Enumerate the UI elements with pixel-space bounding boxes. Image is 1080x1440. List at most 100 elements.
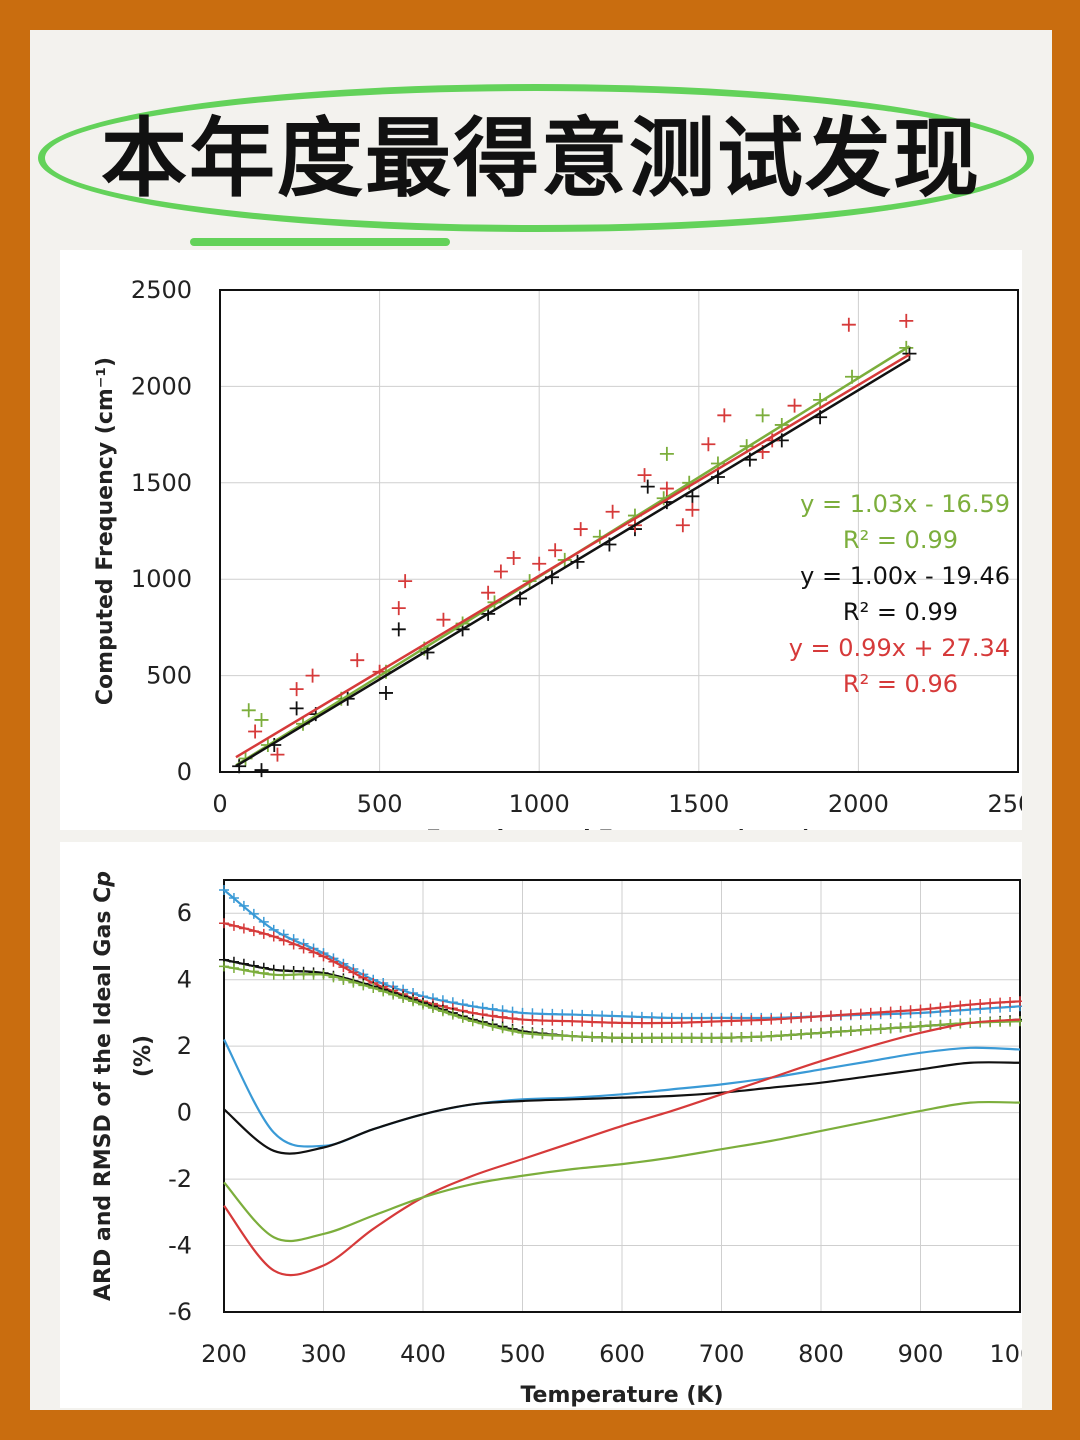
rmsd-marker <box>437 1006 448 1017</box>
rmsd-marker <box>865 1024 876 1035</box>
rmsd-marker <box>835 1009 846 1020</box>
rmsd-marker <box>378 986 389 997</box>
rmsd-marker <box>756 1031 767 1042</box>
rmsd-marker <box>656 1017 667 1028</box>
x-tick-label: 1000 <box>509 790 570 818</box>
scatter-point <box>659 481 674 496</box>
rmsd-marker <box>835 1026 846 1037</box>
scatter-point <box>532 556 547 571</box>
rmsd-marker <box>646 1032 657 1043</box>
heat-capacity-line-chart: 200 300 400 500 600 700 800 900 1000 -6 -4 -2 0 2 4 6 Te… <box>91 871 1051 1408</box>
rmsd-marker <box>507 1025 518 1036</box>
x-tick-label: 600 <box>599 1340 645 1368</box>
title-underline <box>190 238 450 246</box>
y-tick-label: 1500 <box>131 469 192 497</box>
rmsd-marker <box>368 983 379 993</box>
scatter-point <box>481 585 496 600</box>
rmsd-marker <box>696 1032 707 1043</box>
rmsd-marker <box>736 1015 747 1026</box>
rmsd-marker <box>557 1030 568 1041</box>
rmsd-marker <box>885 1006 896 1017</box>
rmsd-marker <box>219 961 229 972</box>
rmsd-marker <box>766 1031 777 1042</box>
y-tick-label: 2 <box>177 1032 192 1060</box>
rmsd-marker <box>328 956 339 967</box>
rmsd-marker <box>427 1002 438 1013</box>
rmsd-marker <box>258 916 269 927</box>
x-tick-label: 1000 <box>989 1340 1022 1368</box>
y-tick-label: -4 <box>168 1232 192 1260</box>
rmsd-marker <box>905 1021 916 1032</box>
rmsd-marker <box>945 1001 956 1012</box>
x-tick-label: 2000 <box>828 790 889 818</box>
rmsd-marker <box>348 977 359 988</box>
rmsd-marker <box>557 1015 568 1026</box>
rmsd-marker <box>398 992 409 1003</box>
rmsd-marker <box>806 1028 817 1039</box>
x-tick-label: 2500 <box>987 790 1022 818</box>
y-tick-label: 6 <box>177 899 192 927</box>
rmsd-marker <box>258 968 269 979</box>
rmsd-marker <box>626 1017 637 1028</box>
rmsd-marker <box>726 1032 737 1043</box>
rmsd-marker <box>577 1031 588 1042</box>
x-tick-label: 900 <box>898 1340 944 1368</box>
rmsd-marker <box>885 1023 896 1034</box>
rmsd-marker <box>925 1020 936 1031</box>
rmsd-marker <box>746 1015 757 1026</box>
rmsd-marker <box>527 1014 538 1025</box>
rmsd-marker <box>457 1012 468 1023</box>
rmsd-marker <box>278 935 289 946</box>
rmsd-marker <box>686 1017 697 1028</box>
rmsd-marker <box>537 1015 548 1026</box>
x-tick-label: 800 <box>798 1340 844 1368</box>
rmsd-marker <box>925 1003 936 1014</box>
rmsd-marker <box>726 1015 737 1026</box>
rmsd-marker <box>716 1032 727 1043</box>
y-tick-label: 4 <box>177 966 192 994</box>
scatter-point <box>254 763 269 778</box>
y-tick-label: 2500 <box>131 276 192 304</box>
ard-series-line <box>223 1100 1021 1243</box>
x-tick-label: 500 <box>500 1340 546 1368</box>
rmsd-marker <box>278 969 289 980</box>
r-squared-label: R² = 0.99 <box>843 526 958 554</box>
rmsd-marker <box>806 1011 817 1022</box>
rmsd-marker <box>418 999 428 1010</box>
rmsd-marker <box>288 939 299 950</box>
x-axis-label: Temperature (K) <box>520 1383 723 1408</box>
y-tick-label: -2 <box>168 1165 192 1193</box>
rmsd-marker <box>756 1014 767 1025</box>
rmsd-marker <box>895 1005 906 1016</box>
plot-area-frame <box>223 879 1021 1313</box>
rmsd-marker <box>219 918 229 929</box>
rmsd-marker <box>895 1022 906 1033</box>
rmsd-marker <box>238 964 249 975</box>
x-axis-label: Experimental Frequency (cm⁻¹) <box>426 827 812 830</box>
scatter-point <box>378 685 393 700</box>
rmsd-marker <box>328 972 339 983</box>
y-tick-label: 2000 <box>131 372 192 400</box>
rmsd-marker <box>706 1016 717 1027</box>
rmsd-marker <box>258 928 269 939</box>
y-axis-label-subscript: p <box>91 871 116 888</box>
y-tick-label: -6 <box>168 1298 192 1326</box>
scatter-point <box>605 504 620 519</box>
rmsd-marker <box>308 947 319 958</box>
rmsd-marker <box>626 1032 637 1043</box>
rmsd-marker <box>298 943 309 954</box>
rmsd-marker <box>547 1029 558 1040</box>
scatter-point <box>241 703 256 718</box>
frequency-chart-card: 0 500 1000 1500 2000 2500 0 500 1000 1500 2000 2500… <box>60 250 1049 852</box>
scatter-point <box>701 437 716 452</box>
rmsd-marker <box>905 1005 916 1016</box>
scatter-point <box>232 759 247 774</box>
rmsd-marker <box>796 1012 807 1023</box>
rmsd-marker <box>656 1032 667 1043</box>
rmsd-marker <box>915 1021 926 1032</box>
rmsd-marker <box>1005 996 1016 1007</box>
rmsd-marker <box>487 1020 498 1031</box>
rmsd-marker <box>517 1027 528 1038</box>
scatter-point <box>254 712 269 727</box>
rmsd-marker <box>666 1032 677 1043</box>
